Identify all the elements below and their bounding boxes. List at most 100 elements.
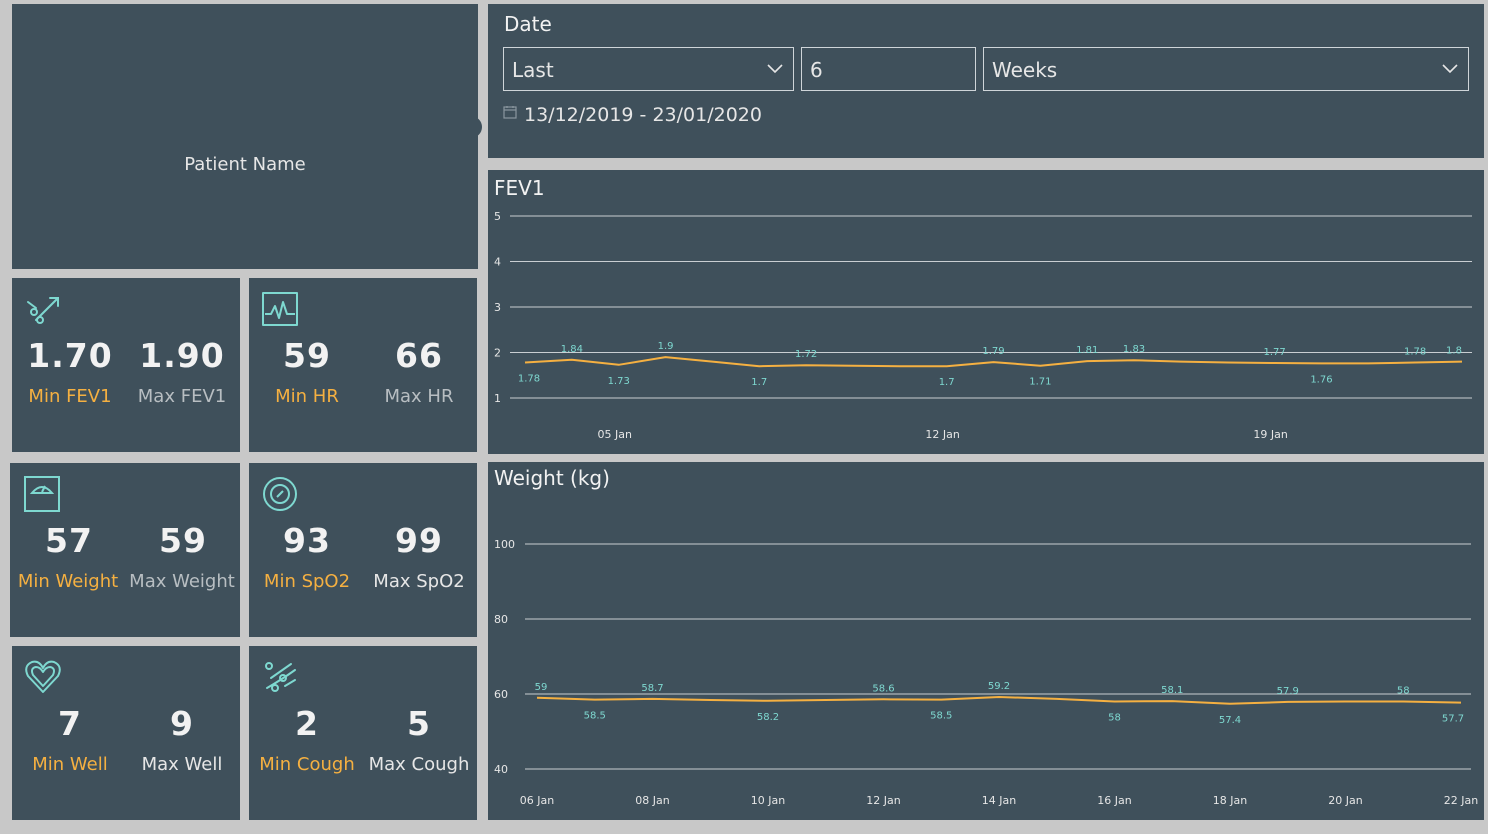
data-label: 1.79 (982, 346, 1004, 357)
data-label: 58.7 (641, 683, 663, 694)
weight-chart-panel: Weight (kg) 40 60 80 100 06 Jan 08 Jan 10 Jan 1… (488, 462, 1484, 820)
data-label: 1.7 (751, 377, 767, 388)
min-spo2-label: Min SpO2 (263, 571, 351, 592)
date-filter-title: Date (504, 12, 552, 36)
max-spo2-value: 99 (395, 521, 443, 560)
data-label: 57.9 (1277, 686, 1299, 697)
max-fev1-value: 1.90 (139, 336, 225, 375)
heart-icon (25, 660, 61, 693)
y-tick-label: 40 (494, 763, 508, 776)
data-label: 58 (1397, 686, 1410, 697)
kpi-tile-cough: 2 5 Min Cough Max Cough (249, 646, 477, 820)
max-hr-value: 66 (395, 336, 443, 375)
kpi-tile-spo2: 93 99 Min SpO2 Max SpO2 (249, 463, 477, 637)
calendar-icon (503, 106, 517, 119)
x-tick-label: 05 Jan (597, 428, 631, 441)
fev1-line-chart: 1 2 3 4 5 05 Jan 12 Jan 19 Jan 1.78 1.84 1.73 1.9 1.… (494, 210, 1472, 441)
data-label: 57.4 (1219, 715, 1241, 726)
min-well-value: 7 (58, 704, 82, 743)
max-weight-value: 59 (159, 521, 207, 560)
heart-rate-icon (262, 292, 298, 326)
scale-icon (24, 476, 60, 512)
y-tick-label: 4 (494, 256, 501, 269)
y-tick-label: 80 (494, 613, 508, 626)
weight-line-chart: 40 60 80 100 06 Jan 08 Jan 10 Jan 12 Jan 14 Jan 1… (494, 538, 1478, 807)
data-label: 1.77 (1263, 347, 1285, 358)
data-label: 1.7 (939, 377, 955, 388)
max-cough-value: 5 (407, 704, 431, 743)
date-filter-panel: Date Last 6 Weeks 13/12/2019 - 23/01/202… (488, 4, 1484, 158)
data-label: 58.2 (757, 712, 779, 723)
fev1-chart-panel: FEV1 1 2 3 4 5 05 Jan 12 Jan 19 Jan 1.78 1.84 1.73… (488, 170, 1484, 454)
date-range-text: 13/12/2019 - 23/01/2020 (524, 104, 762, 126)
data-label: 1.84 (561, 344, 583, 355)
min-fev1-label: Min FEV1 (28, 386, 112, 407)
period-unit-value: Weeks (992, 58, 1058, 82)
x-tick-label: 16 Jan (1097, 794, 1131, 807)
data-label: 59 (535, 682, 548, 693)
min-weight-label: Min Weight (17, 571, 119, 592)
y-tick-label: 2 (494, 347, 501, 360)
data-label: 58.5 (930, 711, 952, 722)
x-tick-label: 12 Jan (925, 428, 959, 441)
data-label: 1.78 (518, 374, 540, 385)
x-tick-label: 19 Jan (1253, 428, 1287, 441)
period-count-input[interactable]: 6 (801, 47, 976, 91)
kpi-tile-fev1: 1.70 1.90 Min FEV1 Max FEV1 (12, 278, 240, 452)
lungs-icon (27, 297, 59, 324)
min-hr-value: 59 (283, 336, 331, 375)
data-label: 58.6 (872, 683, 894, 694)
y-tick-label: 60 (494, 688, 508, 701)
x-tick-label: 14 Jan (982, 794, 1016, 807)
max-well-label: Max Well (141, 754, 223, 775)
kpi-tile-hr: 59 66 Min HR Max HR (249, 278, 477, 452)
fev1-chart-title: FEV1 (494, 176, 545, 200)
min-well-label: Min Well (32, 754, 108, 775)
kpi-tile-weight: 57 59 Min Weight Max Weight (10, 463, 240, 637)
x-tick-label: 06 Jan (520, 794, 554, 807)
data-label: 1.76 (1310, 374, 1332, 385)
oxygen-icon (263, 477, 297, 511)
data-label: 59.2 (988, 681, 1010, 692)
weight-chart-title: Weight (kg) (494, 466, 610, 490)
data-label: 1.72 (795, 349, 817, 360)
data-label: 1.78 (1404, 347, 1426, 358)
chevron-down-icon (767, 64, 783, 74)
relative-mode-dropdown[interactable]: Last (503, 47, 794, 91)
y-tick-label: 5 (494, 210, 501, 223)
panel-resize-handle[interactable] (470, 116, 482, 138)
relative-mode-value: Last (512, 58, 554, 82)
data-label: 58 (1108, 713, 1121, 724)
max-fev1-label: Max FEV1 (137, 386, 227, 407)
period-count-value: 6 (810, 58, 823, 82)
max-weight-label: Max Weight (129, 571, 235, 592)
min-weight-value: 57 (45, 521, 93, 560)
min-hr-label: Min HR (275, 386, 339, 407)
patient-name: Patient Name (184, 154, 306, 175)
patient-panel: Patient Name (12, 4, 478, 269)
data-label: 1.73 (608, 376, 630, 387)
x-tick-label: 12 Jan (866, 794, 900, 807)
min-spo2-value: 93 (283, 521, 331, 560)
y-tick-label: 100 (494, 538, 515, 551)
series-line (524, 356, 1463, 368)
x-tick-label: 20 Jan (1328, 794, 1362, 807)
data-label: 58.1 (1161, 685, 1183, 696)
period-unit-dropdown[interactable]: Weeks (983, 47, 1469, 91)
max-hr-label: Max HR (384, 386, 454, 407)
x-tick-label: 08 Jan (635, 794, 669, 807)
max-cough-label: Max Cough (368, 754, 470, 775)
y-tick-label: 3 (494, 301, 501, 314)
min-cough-label: Min Cough (259, 754, 355, 775)
data-label: 1.81 (1076, 345, 1098, 356)
min-fev1-value: 1.70 (27, 336, 113, 375)
cough-icon (265, 662, 296, 692)
x-tick-label: 22 Jan (1444, 794, 1478, 807)
max-well-value: 9 (170, 704, 194, 743)
x-tick-label: 10 Jan (751, 794, 785, 807)
data-label: 1.9 (658, 341, 674, 352)
kpi-tile-well: 7 9 Min Well Max Well (12, 646, 240, 820)
data-label: 1.83 (1123, 344, 1145, 355)
data-label: 58.5 (584, 711, 606, 722)
series-line (536, 696, 1462, 705)
